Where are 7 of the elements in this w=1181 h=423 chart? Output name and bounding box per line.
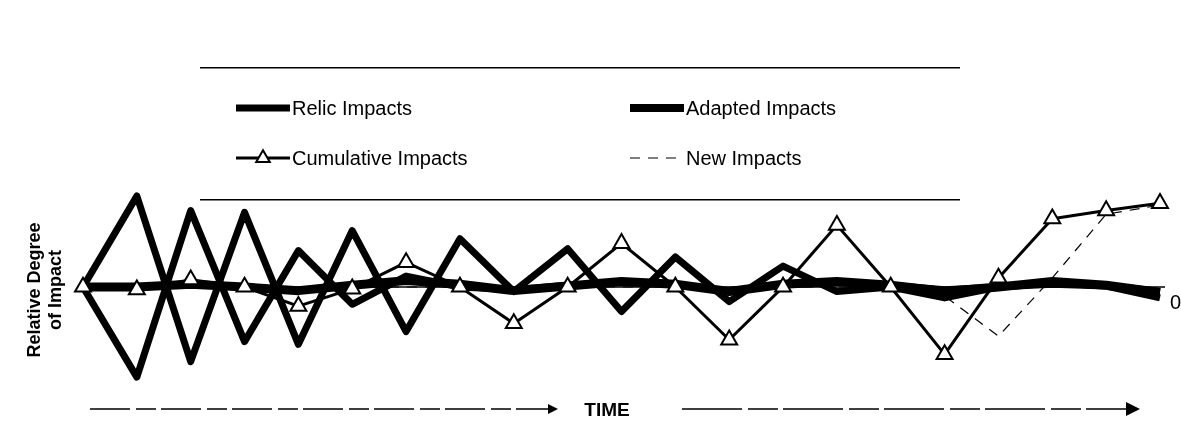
x-axis-title: TIME [584,399,630,420]
legend-label: Relic Impacts [292,97,413,119]
legend-label: New Impacts [686,147,802,169]
y-axis-title: Relative Degree of Impact [24,222,65,358]
ref-line-label: 0 [1170,291,1181,313]
legend-label: Adapted Impacts [686,97,837,119]
legend-label: Cumulative Impacts [292,147,468,169]
